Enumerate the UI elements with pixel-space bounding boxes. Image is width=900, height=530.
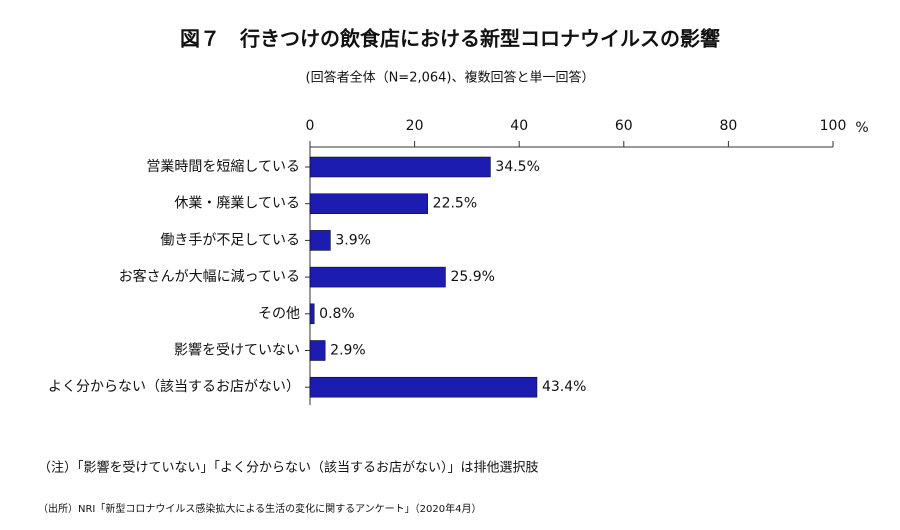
value-label: 0.8%: [319, 306, 355, 322]
x-tick-label: 20: [406, 118, 424, 134]
value-label: 3.9%: [335, 232, 371, 248]
y-tick-label: 休業・廃業している: [174, 195, 300, 212]
bar: [309, 340, 326, 361]
value-label: 22.5%: [433, 196, 477, 212]
bar: [309, 156, 491, 178]
axis-unit: %: [855, 120, 868, 136]
y-tick-label: お客さんが大幅に減っている: [119, 268, 300, 285]
x-tick-label: 40: [510, 118, 528, 134]
chart-title: 図７ 行きつけの飲食店における新型コロナウイルスの影響: [180, 27, 720, 51]
value-label: 2.9%: [330, 343, 366, 359]
y-tick-label: 働き手が不足している: [160, 232, 300, 248]
bar: [309, 193, 428, 214]
value-label: 43.4%: [542, 379, 586, 395]
y-tick-label: その他: [258, 306, 300, 322]
x-tick-label: 100: [820, 118, 847, 134]
bar: [309, 303, 315, 325]
x-tick-label: 0: [306, 118, 315, 134]
value-label: 34.5%: [495, 159, 539, 175]
source: （出所）NRI「新型コロナウイルス感染拡大による生活の変化に関するアンケート」（…: [38, 502, 482, 515]
bar: [309, 266, 446, 288]
x-tick-label: 60: [615, 118, 633, 134]
bar: [309, 230, 331, 251]
y-tick-label: 営業時間を短縮している: [146, 159, 300, 175]
bar: [309, 376, 538, 398]
y-tick-label: 影響を受けていない: [174, 342, 300, 359]
chart-subtitle: (回答者全体（N=2,064)、複数回答と単一回答）: [306, 70, 595, 86]
note: （注）「影響を受けていない」「よく分からない（該当するお店がない）」は排他選択肢: [38, 460, 539, 476]
value-label: 25.9%: [450, 269, 494, 285]
y-tick-label: よく分からない（該当するお店がない）: [48, 379, 300, 395]
x-tick-label: 80: [719, 118, 737, 134]
